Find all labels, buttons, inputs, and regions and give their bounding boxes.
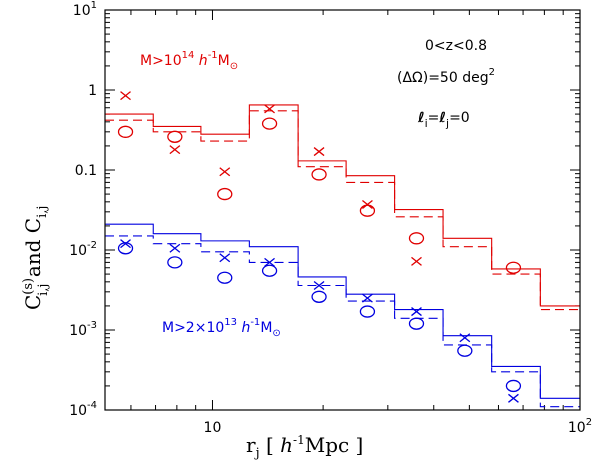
- axis-tick-labels: 10 102 101 1 0.1 10-2 10-3 10-4: [69, 0, 592, 436]
- circle-marker-blue: [457, 344, 473, 357]
- x-tick-label: 102: [568, 417, 592, 436]
- cross-marker-blue: [313, 280, 325, 291]
- area-annotation: (ΔΩ)=50 deg2: [397, 67, 495, 86]
- cross-marker-red: [264, 104, 275, 114]
- y-tick-label: 10-4: [69, 400, 97, 419]
- step-dashed-blue: [105, 235, 580, 408]
- circle-marker-red: [167, 130, 183, 143]
- circle-marker-blue: [359, 305, 376, 318]
- circle-marker-red: [217, 187, 233, 201]
- circle-marker-red: [408, 232, 425, 245]
- cross-marker-blue: [508, 393, 519, 403]
- circle-marker-blue: [505, 379, 522, 393]
- y-tick-label: 0.1: [75, 163, 97, 179]
- circle-marker-blue: [117, 242, 134, 255]
- legend-red-series: M>1014 h-1M⊙: [140, 50, 238, 72]
- y-tick-label: 101: [73, 0, 97, 19]
- redshift-annotation: 0<z<0.8: [425, 38, 487, 54]
- cross-marker-red: [169, 145, 181, 155]
- cross-marker-red: [313, 147, 325, 157]
- cross-marker-blue: [459, 333, 471, 343]
- y-axis-label: C(s)i,j and Ci,j: [21, 206, 51, 310]
- circle-marker-red: [505, 261, 522, 274]
- ell-annotation: ℓi=ℓj=0: [417, 110, 470, 130]
- circle-marker-blue: [167, 256, 183, 269]
- cross-marker-red: [120, 91, 131, 101]
- y-tick-label: 10-2: [69, 240, 97, 259]
- x-tick-label: 10: [204, 420, 222, 436]
- step-dashed-red: [105, 110, 580, 311]
- plot-frame: [104, 9, 581, 411]
- circle-marker-red: [117, 125, 134, 138]
- circle-marker-blue: [311, 290, 327, 303]
- circle-marker-blue: [408, 317, 425, 330]
- y-tick-label: 10-3: [69, 320, 97, 339]
- cross-marker-blue: [362, 293, 373, 303]
- cross-marker-blue: [411, 307, 422, 317]
- x-axis-label: rj [ h-1Mpc ]: [246, 433, 363, 461]
- plot-area: [105, 91, 580, 408]
- cross-marker-red: [219, 167, 231, 177]
- circle-marker-red: [359, 204, 376, 217]
- cross-marker-blue: [169, 243, 181, 253]
- cross-marker-blue: [120, 239, 131, 249]
- circle-marker-blue: [261, 264, 278, 277]
- circle-marker-red: [311, 168, 327, 181]
- legend-blue-series: M>2×1013 h-1M⊙: [162, 317, 281, 339]
- cross-marker-blue: [264, 257, 275, 267]
- cross-marker-red: [411, 256, 422, 266]
- step-solid-red: [105, 104, 580, 307]
- cross-marker-blue: [219, 253, 231, 263]
- axis-ticks: [105, 9, 581, 411]
- y-tick-label: 1: [88, 83, 97, 99]
- circle-marker-blue: [217, 271, 233, 284]
- circle-marker-red: [261, 117, 278, 130]
